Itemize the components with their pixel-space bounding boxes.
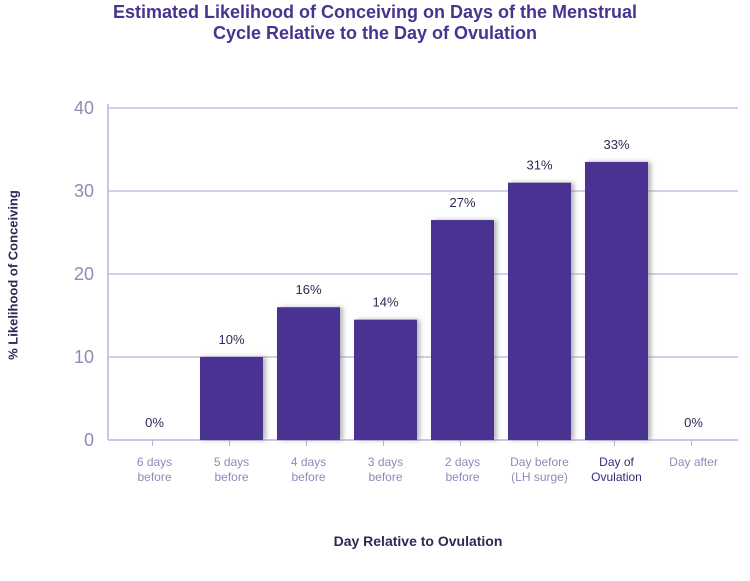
chart-title-line-1: Estimated Likelihood of Conceiving on Da… <box>112 2 638 22</box>
bar-2 <box>277 307 340 440</box>
data-label: 27% <box>449 195 475 210</box>
category-label: (LH surge) <box>511 470 568 484</box>
category-label: before <box>137 470 171 484</box>
data-label: 33% <box>603 137 629 152</box>
category-label: before <box>214 470 248 484</box>
bar-5 <box>508 182 571 440</box>
bar-1 <box>200 357 263 440</box>
y-tick-label: 20 <box>74 264 94 284</box>
category-label: 6 days <box>137 455 172 469</box>
category-label: 3 days <box>368 455 403 469</box>
data-label: 0% <box>145 415 164 430</box>
bar-6 <box>585 161 648 440</box>
y-tick-label: 10 <box>74 347 94 367</box>
category-label: before <box>368 470 402 484</box>
y-tick-label: 30 <box>74 181 94 201</box>
chart-title: Estimated Likelihood of Conceiving on Da… <box>0 2 750 44</box>
category-label: 2 days <box>445 455 480 469</box>
data-label: 16% <box>295 282 321 297</box>
category-label: 4 days <box>291 455 326 469</box>
bar-4 <box>431 220 494 440</box>
y-tick-label: 0 <box>84 430 94 450</box>
category-label: 5 days <box>214 455 249 469</box>
y-tick-label: 40 <box>74 98 94 118</box>
category-label: Day before <box>510 455 569 469</box>
category-label: before <box>291 470 325 484</box>
category-label: Day after <box>669 455 718 469</box>
category-label: Ovulation <box>591 470 642 484</box>
bar-3 <box>354 319 417 440</box>
category-label: Day of <box>599 455 634 469</box>
chart-title-line-2: Cycle Relative to the Day of Ovulation <box>212 23 538 43</box>
data-label: 31% <box>526 158 552 173</box>
category-label: before <box>445 470 479 484</box>
x-axis-label: Day Relative to Ovulation <box>333 533 503 549</box>
data-label: 10% <box>218 332 244 347</box>
data-label: 0% <box>684 415 703 430</box>
data-label: 14% <box>372 295 398 310</box>
